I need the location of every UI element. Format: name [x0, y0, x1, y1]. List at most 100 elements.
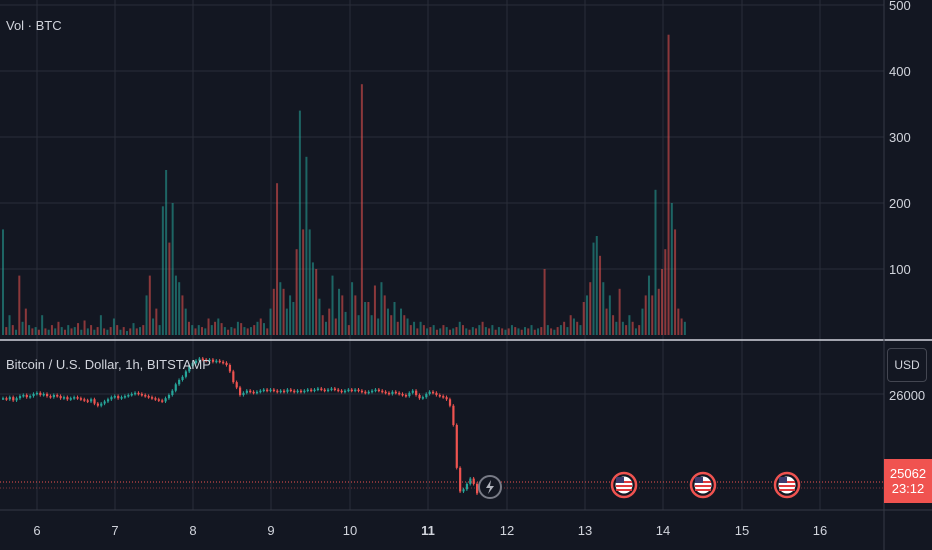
candle-body [205, 359, 208, 362]
candle-body [174, 384, 177, 391]
candle-body [25, 395, 28, 398]
volume-bar [93, 329, 96, 335]
volume-bar [647, 275, 650, 335]
candle-body [242, 392, 245, 395]
candle-body [15, 398, 18, 401]
volume-bar [344, 311, 347, 335]
candle-body [12, 397, 15, 401]
last-price-value: 25062 [889, 466, 927, 481]
volume-bar [579, 325, 582, 335]
volume-bar [674, 229, 677, 335]
us-flag-icon[interactable] [773, 471, 801, 499]
volume-bar [223, 327, 226, 335]
volume-bar [634, 328, 637, 335]
candle-body [283, 390, 286, 393]
candle-body [35, 392, 39, 395]
volume-bar [28, 325, 31, 335]
time-tick-label: 15 [735, 523, 749, 538]
volume-bar [204, 328, 207, 335]
volume-bar [311, 262, 314, 335]
volume-bars [2, 34, 686, 335]
volume-bar [416, 328, 419, 335]
volume-price-axis[interactable]: 100 200 300 400 500 [889, 0, 911, 277]
lightning-icon[interactable] [478, 475, 502, 499]
volume-bar [324, 321, 327, 335]
candle-body [320, 388, 323, 391]
volume-bar [181, 295, 184, 335]
candle-body [442, 396, 445, 398]
volume-tick-label: 400 [889, 64, 911, 79]
volume-bar [214, 321, 217, 335]
candle-body [184, 371, 188, 377]
volume-bar [132, 323, 135, 335]
volume-bar [644, 295, 647, 335]
currency-button[interactable]: USD [887, 348, 927, 382]
candle-body [194, 360, 198, 363]
event-markers[interactable] [478, 471, 801, 499]
volume-bar [328, 308, 331, 335]
volume-bar [145, 295, 148, 335]
volume-bar [364, 302, 367, 335]
volume-bar [621, 321, 624, 335]
us-flag-icon[interactable] [610, 471, 638, 499]
candle-body [418, 395, 421, 399]
symbol-title[interactable]: Bitcoin / U.S. Dollar, 1h, BITSTAMP [6, 357, 211, 372]
candle-body [387, 392, 391, 395]
time-axis[interactable]: 6 7 8 9 10 11 12 13 14 15 16 [33, 523, 827, 538]
candle-body [215, 360, 218, 363]
candle-body [100, 403, 103, 406]
candle-body [469, 478, 472, 484]
volume-bar [298, 110, 301, 335]
volume-bar [572, 318, 575, 335]
volume-bar [530, 325, 533, 335]
volume-bar [80, 329, 83, 335]
candle-body [79, 398, 83, 400]
candle-body [350, 389, 353, 392]
volume-bar [334, 318, 337, 335]
volume-bar [139, 327, 142, 335]
volume-bar [491, 325, 494, 335]
candle-body [127, 395, 130, 397]
volume-bar [233, 328, 236, 335]
volume-tick-label: 100 [889, 262, 911, 277]
candle-body [211, 359, 215, 362]
volume-bar [77, 323, 80, 335]
volume-bar [318, 298, 321, 335]
volume-bar [266, 328, 269, 335]
candle-body [276, 390, 279, 393]
candle-body [452, 405, 455, 425]
volume-bar [8, 315, 11, 335]
volume-bar [161, 206, 164, 335]
volume-bar [83, 320, 86, 335]
candle-body [255, 391, 259, 394]
volume-bar [478, 325, 481, 335]
volume-bar [400, 308, 403, 335]
candle-body [140, 393, 144, 396]
volume-bar [165, 170, 168, 335]
volume-bar [109, 327, 112, 335]
candle-body [110, 397, 113, 400]
candle-body [415, 390, 418, 395]
candle-body [245, 390, 248, 393]
volume-bar [21, 321, 24, 335]
volume-bar [386, 308, 389, 335]
volume-bar [50, 325, 53, 335]
candle-body [269, 389, 272, 392]
volume-bar [435, 329, 438, 335]
volume-bar [432, 325, 435, 335]
volume-bar [289, 295, 292, 335]
candle-body [191, 362, 194, 367]
volume-bar [34, 327, 37, 335]
candle-body [59, 396, 62, 399]
candle-body [96, 403, 99, 406]
candle-body [333, 388, 336, 391]
volume-bar [197, 325, 200, 335]
volume-bar [390, 315, 393, 335]
volume-bar [347, 325, 350, 335]
price-axis[interactable]: 26000 [889, 388, 925, 403]
us-flag-icon[interactable] [689, 471, 717, 499]
volume-bar [191, 325, 194, 335]
candle-body [225, 362, 228, 365]
volume-indicator-label[interactable]: Vol · BTC [6, 18, 62, 33]
